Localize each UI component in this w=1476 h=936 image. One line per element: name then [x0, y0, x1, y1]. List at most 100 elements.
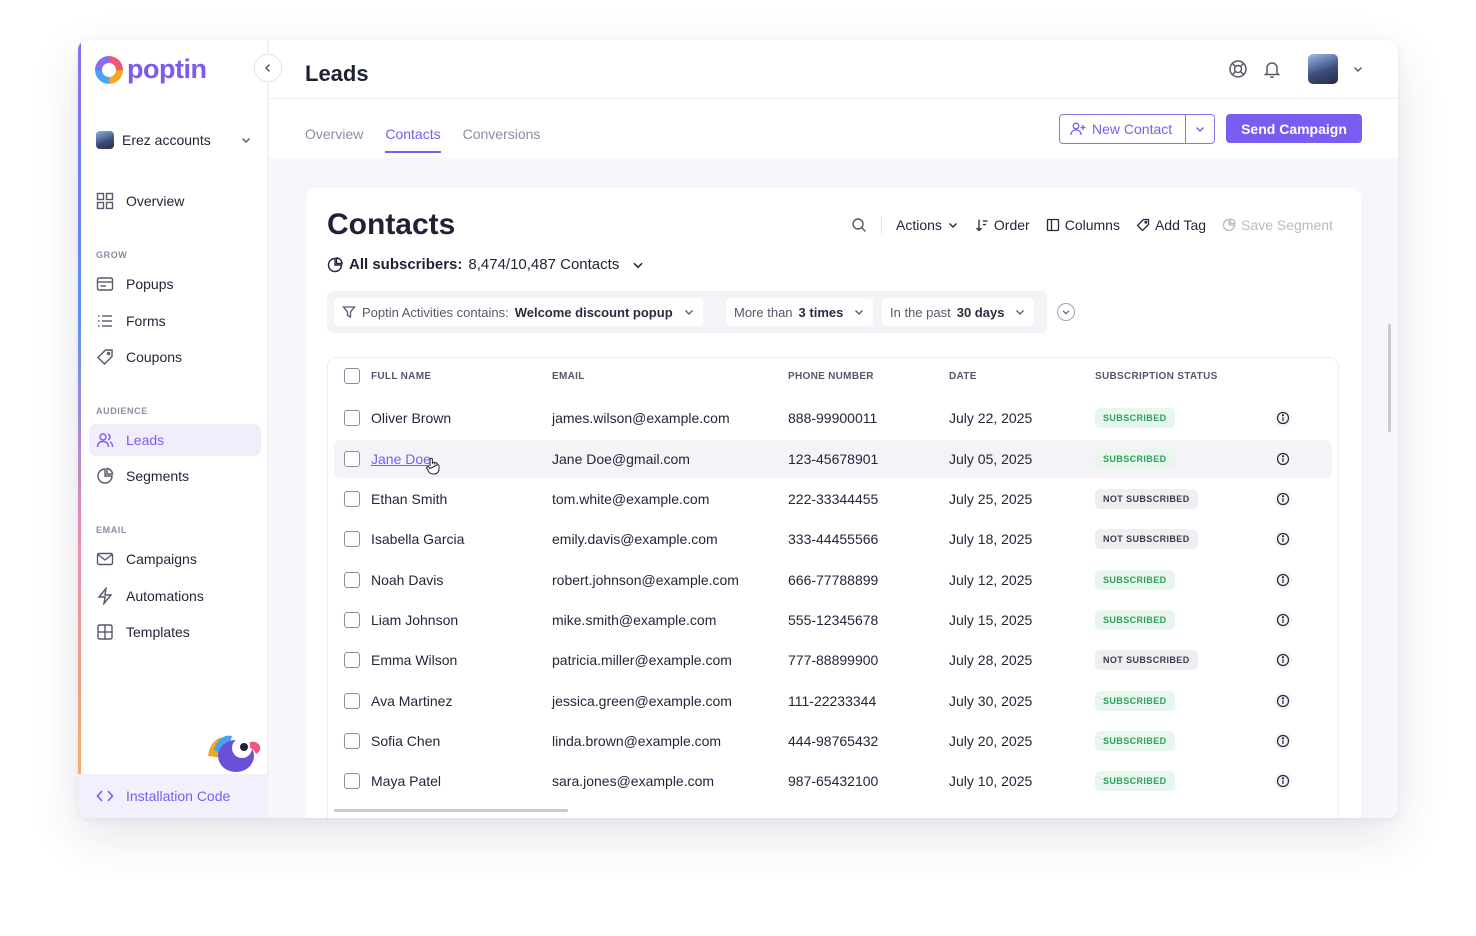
sidebar-item-segments[interactable]: Segments	[89, 460, 261, 492]
save-segment-button[interactable]: Save Segment	[1222, 217, 1333, 233]
column-header-subscription-status[interactable]: SUBSCRIPTION STATUS	[1095, 371, 1218, 382]
chevron-down-icon	[948, 223, 957, 228]
row-info-button[interactable]	[1274, 571, 1292, 589]
send-campaign-button[interactable]: Send Campaign	[1226, 114, 1362, 143]
row-info-button[interactable]	[1274, 611, 1292, 629]
sidebar-item-coupons[interactable]: Coupons	[89, 341, 261, 373]
row-checkbox[interactable]	[344, 693, 360, 709]
cell-full-name[interactable]: Liam Johnson	[371, 612, 459, 628]
column-header-date[interactable]: DATE	[949, 371, 977, 382]
cell-full-name[interactable]: Oliver Brown	[371, 410, 452, 426]
cell-date: July 15, 2025	[949, 612, 1033, 628]
cell-date: July 22, 2025	[949, 410, 1033, 426]
cell-full-name[interactable]: Isabella Garcia	[371, 531, 465, 547]
account-switcher[interactable]: Erez accounts	[96, 128, 252, 152]
help-lifebuoy-icon[interactable]	[1228, 59, 1248, 79]
table-row[interactable]: Isabella Garcia emily.davis@example.com 33…	[334, 520, 1332, 558]
sidebar-item-leads[interactable]: Leads	[89, 424, 261, 456]
row-info-button[interactable]	[1274, 409, 1292, 427]
cell-full-name[interactable]: Ava Martinez	[371, 693, 453, 709]
cell-full-name[interactable]: Noah Davis	[371, 572, 444, 588]
status-badge: NOT SUBSCRIBED	[1095, 650, 1198, 670]
expand-filters-button[interactable]	[1057, 303, 1075, 321]
add-tag-button[interactable]: Add Tag	[1136, 217, 1206, 233]
row-info-button[interactable]	[1274, 651, 1292, 669]
row-checkbox[interactable]	[344, 612, 360, 628]
filter-timeframe[interactable]: In the past 30 days	[882, 298, 1035, 326]
column-header-email[interactable]: EMAIL	[552, 371, 585, 382]
filter-activity[interactable]: Poptin Activities contains: Welcome disc…	[334, 298, 703, 326]
sidebar-item-popups[interactable]: Popups	[89, 268, 261, 300]
row-checkbox[interactable]	[344, 451, 360, 467]
sidebar-item-label: Automations	[126, 588, 204, 604]
users-icon	[96, 433, 114, 448]
select-all-checkbox[interactable]	[344, 368, 360, 384]
row-info-button[interactable]	[1274, 490, 1292, 508]
popup-icon	[96, 277, 114, 291]
row-checkbox[interactable]	[344, 733, 360, 749]
cell-full-name[interactable]: Emma Wilson	[371, 652, 458, 668]
tab-contacts[interactable]: Contacts	[385, 126, 441, 153]
sidebar-item-templates[interactable]: Templates	[89, 616, 261, 648]
tab-overview[interactable]: Overview	[305, 126, 364, 142]
row-info-button[interactable]	[1274, 732, 1292, 750]
add-tag-label: Add Tag	[1154, 217, 1207, 233]
actions-dropdown[interactable]: Actions	[896, 217, 959, 233]
table-row[interactable]: Ethan Smith tom.white@example.com 222-3334…	[334, 480, 1332, 518]
row-checkbox[interactable]	[344, 410, 360, 426]
column-header-full-name[interactable]: FULL NAME	[371, 371, 432, 382]
order-button[interactable]: Order	[975, 217, 1030, 233]
row-checkbox[interactable]	[344, 491, 360, 507]
new-contact-button[interactable]: New Contact	[1060, 121, 1185, 137]
row-info-button[interactable]	[1274, 772, 1292, 790]
sidebar-accent-bar	[78, 40, 81, 818]
new-contact-dropdown-button[interactable]	[1185, 115, 1214, 143]
poptin-logo-icon	[95, 55, 123, 84]
row-checkbox[interactable]	[344, 572, 360, 588]
cell-full-name[interactable]: Sofia Chen	[371, 733, 441, 749]
row-info-button[interactable]	[1274, 530, 1292, 548]
info-icon	[1276, 734, 1290, 748]
table-row[interactable]: Jane Doe Jane Doe@gmail.com 123-45678901 Ju…	[334, 440, 1332, 478]
row-info-button[interactable]	[1274, 692, 1292, 710]
row-checkbox[interactable]	[344, 531, 360, 547]
columns-button[interactable]: Columns	[1046, 217, 1120, 233]
cell-date: July 25, 2025	[949, 491, 1033, 507]
row-checkbox[interactable]	[344, 652, 360, 668]
tab-conversions[interactable]: Conversions	[462, 126, 541, 142]
bell-icon[interactable]	[1262, 59, 1282, 79]
installation-code-button[interactable]: Installation Code	[78, 774, 268, 818]
chevron-down-icon[interactable]	[1352, 63, 1364, 75]
filter-frequency[interactable]: More than 3 times	[726, 298, 874, 326]
chevron-down-icon	[1016, 310, 1025, 315]
cell-full-name[interactable]: Ethan Smith	[371, 491, 448, 507]
cell-full-name[interactable]: Jane Doe	[371, 451, 431, 467]
collapse-sidebar-button[interactable]	[254, 54, 282, 82]
table-row[interactable]: Ava Martinez jessica.green@example.com 111…	[334, 682, 1332, 720]
user-avatar[interactable]	[1308, 54, 1338, 84]
sidebar-item-automations[interactable]: Automations	[89, 580, 261, 612]
subscribers-selector[interactable]: All subscribers: 8,474/10,487 Contacts	[327, 256, 645, 273]
table-row[interactable]: Sofia Chen linda.brown@example.com 444-987…	[334, 722, 1332, 760]
hand-cursor-icon	[426, 457, 440, 475]
page-scrollbar[interactable]	[1388, 324, 1391, 432]
table-row[interactable]: Liam Johnson mike.smith@example.com 555-12…	[334, 601, 1332, 639]
cell-full-name[interactable]: Maya Patel	[371, 773, 442, 789]
table-row[interactable]: Maya Patel sara.jones@example.com 987-6543…	[334, 762, 1332, 800]
table-row[interactable]: Noah Davis robert.johnson@example.com 666-…	[334, 561, 1332, 599]
cell-email: emily.davis@example.com	[552, 531, 718, 547]
poptin-logo[interactable]: poptin	[95, 54, 207, 85]
app-window: poptin Erez accounts Overview GROW Popup…	[78, 40, 1398, 818]
table-row[interactable]: Emma Wilson patricia.miller@example.com 77…	[334, 641, 1332, 679]
row-checkbox[interactable]	[344, 773, 360, 789]
row-info-button[interactable]	[1274, 450, 1292, 468]
search-icon[interactable]	[851, 217, 867, 233]
sidebar-item-forms[interactable]: Forms	[89, 305, 261, 337]
table-horizontal-scrollbar[interactable]	[334, 809, 568, 812]
sidebar-item-campaigns[interactable]: Campaigns	[89, 543, 261, 575]
lightning-icon	[97, 587, 113, 605]
table-row[interactable]: Oliver Brown james.wilson@example.com 888-…	[334, 399, 1332, 437]
sidebar-item-overview[interactable]: Overview	[89, 185, 261, 217]
column-header-phone[interactable]: PHONE NUMBER	[788, 371, 874, 382]
cell-date: July 10, 2025	[949, 773, 1033, 789]
